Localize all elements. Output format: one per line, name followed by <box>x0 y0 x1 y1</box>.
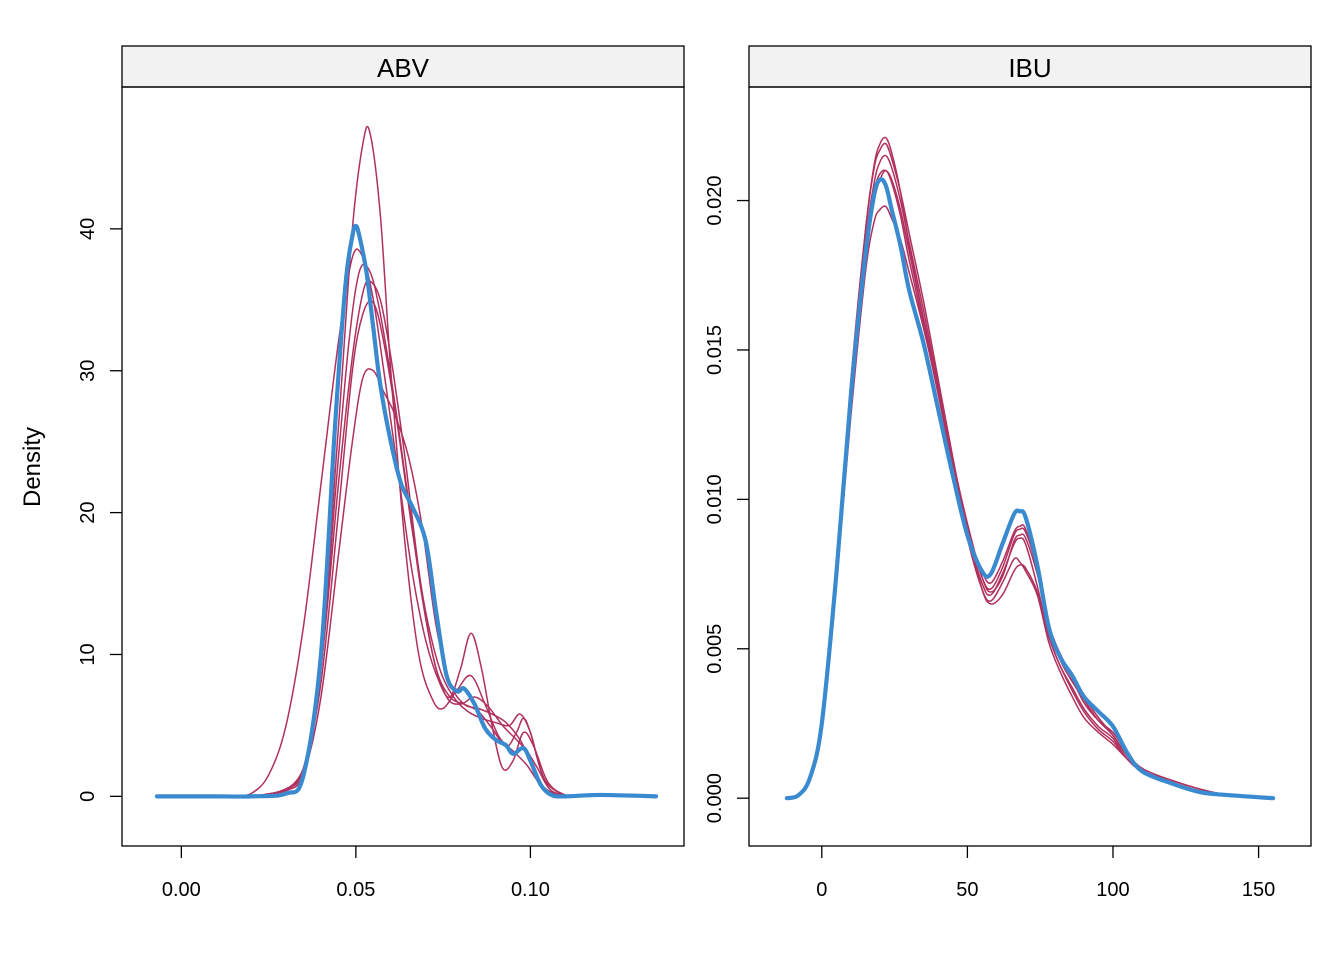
observed-density-line-abv <box>154 223 659 799</box>
replicate-density-line-abv-1 <box>232 125 584 799</box>
observed-density-line-ibu <box>784 177 1276 801</box>
y-tick-label: 0.020 <box>704 176 726 226</box>
plot-frame-ibu <box>748 86 1312 847</box>
x-tick-label: 150 <box>1242 879 1275 901</box>
strip-ibu <box>748 45 1312 88</box>
replicate-density-line-ibu-2 <box>786 169 1274 799</box>
replicate-density-line-ibu-5 <box>786 142 1274 799</box>
y-tick-label: 0.010 <box>704 474 726 524</box>
y-tick-label: 0.015 <box>704 325 726 375</box>
series-layer-abv <box>154 125 659 799</box>
y-tick-label: 20 <box>77 501 99 523</box>
y-tick-label: 0.005 <box>704 624 726 674</box>
plot-frame-abv <box>121 86 685 847</box>
strip-title-abv: ABV <box>377 53 430 83</box>
x-tick-label: 0 <box>816 879 827 901</box>
y-ticks-abv: 0 10 20 30 40 <box>77 218 122 802</box>
x-tick-label: 100 <box>1096 879 1129 901</box>
replicate-density-line-abv-4 <box>250 368 567 798</box>
panel-abv: ABV 0.00 0.05 0.10 0 10 20 30 40 <box>77 45 685 901</box>
y-tick-label: 30 <box>77 360 99 382</box>
replicate-density-line-ibu-4 <box>786 154 1274 799</box>
strip-abv <box>121 45 685 88</box>
y-tick-label: 10 <box>77 643 99 665</box>
replicate-density-line-abv-6 <box>250 263 567 798</box>
panel-ibu: IBU 0 50 100 150 0.000 0.005 0.010 0.015 0.020 <box>704 45 1312 901</box>
strip-title-ibu: IBU <box>1008 53 1051 83</box>
x-tick-label: 0.00 <box>162 879 201 901</box>
replicate-density-line-ibu-6 <box>786 169 1274 799</box>
x-tick-label: 50 <box>956 879 978 901</box>
replicate-density-line-ibu-1 <box>786 136 1274 799</box>
y-ticks-ibu: 0.000 0.005 0.010 0.015 0.020 <box>704 176 749 823</box>
x-ticks-abv: 0.00 0.05 0.10 <box>162 846 550 901</box>
y-axis-label: Density <box>19 427 46 507</box>
replicate-density-line-abv-2 <box>232 248 584 798</box>
y-tick-label: 0 <box>77 791 99 802</box>
x-tick-label: 0.10 <box>511 879 550 901</box>
series-layer-ibu <box>784 136 1276 801</box>
x-ticks-ibu: 0 50 100 150 <box>816 846 1275 901</box>
y-tick-label: 0.000 <box>704 773 726 823</box>
y-tick-label: 40 <box>77 218 99 240</box>
x-tick-label: 0.05 <box>336 879 375 901</box>
replicate-density-line-abv-3 <box>250 280 574 798</box>
